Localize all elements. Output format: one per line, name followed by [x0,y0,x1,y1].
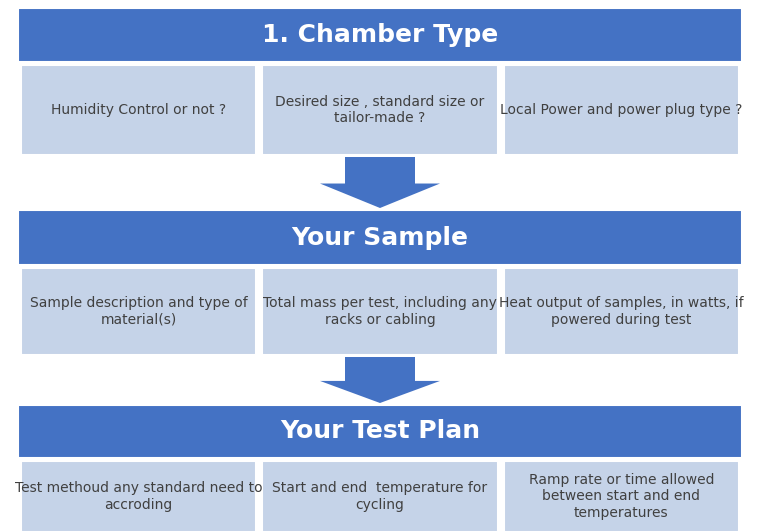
Text: Your Test Plan: Your Test Plan [280,420,480,444]
Text: Local Power and power plug type ?: Local Power and power plug type ? [500,103,743,117]
Bar [18,210,742,265]
Bar [504,65,739,155]
Bar [18,8,742,62]
Bar [18,405,742,458]
Bar [262,461,498,532]
Polygon shape [320,157,440,208]
Bar [262,268,498,355]
Polygon shape [320,357,440,403]
Text: Sample description and type of
material(s): Sample description and type of material(… [30,296,248,327]
Text: Start and end  temperature for
cycling: Start and end temperature for cycling [272,481,488,512]
Text: Ramp rate or time allowed
between start and end
temperatures: Ramp rate or time allowed between start … [529,473,714,520]
Text: 1. Chamber Type: 1. Chamber Type [262,23,498,47]
Bar [504,461,739,532]
Text: Humidity Control or not ?: Humidity Control or not ? [51,103,226,117]
Text: Heat output of samples, in watts, if
powered during test: Heat output of samples, in watts, if pow… [499,296,743,327]
Bar [21,461,256,532]
Text: Test methoud any standard need to
accroding: Test methoud any standard need to accrod… [15,481,262,512]
Bar [21,268,256,355]
Bar [21,65,256,155]
Text: Total mass per test, including any
racks or cabling: Total mass per test, including any racks… [263,296,497,327]
Bar [262,65,498,155]
Bar [504,268,739,355]
Text: Desired size , standard size or
tailor-made ?: Desired size , standard size or tailor-m… [275,95,485,125]
Text: Your Sample: Your Sample [292,226,468,250]
